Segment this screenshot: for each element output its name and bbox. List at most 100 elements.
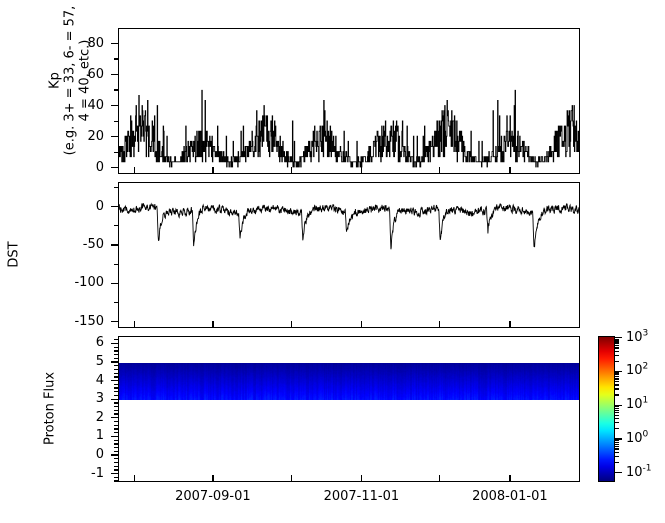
kp-y-tick-major [111, 42, 118, 45]
dst-y-tick-minor [114, 186, 118, 189]
proton-flux-y-tick-minor [114, 461, 118, 464]
colorbar-tick-minor [615, 384, 619, 386]
proton-flux-y-tick-minor [114, 446, 118, 449]
kp-y-tick-label: 0 [95, 159, 104, 175]
proton-flux-spectrogram [119, 363, 579, 401]
dst-y-tick-major [111, 282, 118, 285]
proton-flux-x-tick [133, 475, 136, 482]
proton-flux-y-tick-minor [114, 402, 118, 404]
proton-flux-y-tick-minor [114, 346, 118, 348]
proton-flux-y-tick-minor [114, 469, 118, 471]
proton-flux-y-tick-minor [114, 428, 118, 430]
proton-flux-y-tick-major [111, 379, 118, 382]
proton-flux-y-tick-minor [114, 432, 118, 434]
proton-flux-x-tick [212, 475, 214, 482]
colorbar-gradient [598, 336, 615, 482]
proton-flux-y-tick-minor [114, 450, 118, 452]
proton-flux-x-tick [360, 475, 363, 482]
dst-data-line [119, 202, 579, 250]
colorbar-tick-minor [615, 414, 619, 416]
dst-x-tick [509, 321, 511, 328]
dst-y-tick-minor [114, 301, 118, 304]
colorbar-tick-minor [615, 340, 619, 342]
colorbar-tick-minor [615, 347, 619, 349]
dst-panel [118, 182, 580, 328]
proton-flux-y-tick-minor [114, 365, 118, 367]
proton-flux-y-tick-minor [114, 406, 118, 408]
colorbar-tick-major [615, 472, 622, 474]
kp-axis-title-line: 4 = 40, etc.) [77, 39, 93, 122]
colorbar-tick-minor [615, 394, 619, 396]
dst-y-tick-minor [114, 263, 118, 265]
kp-y-tick-label: 40 [87, 97, 104, 113]
proton-flux-y-tick-label: 6 [95, 335, 104, 351]
dst-y-tick-major [111, 244, 118, 246]
proton-flux-y-tick-minor [114, 383, 118, 385]
dst-x-tick [212, 321, 214, 328]
x-axis-tick-label: 2007-09-01 [175, 489, 251, 504]
proton-flux-y-tick-minor [114, 350, 118, 352]
proton-flux-y-tick-major [111, 342, 118, 345]
kp-y-tick-major [111, 167, 118, 169]
proton-flux-y-tick-minor [114, 387, 118, 389]
spectrogram-canvas [119, 363, 579, 401]
proton-flux-y-tick-label: -1 [91, 465, 104, 481]
colorbar-tick-minor [615, 443, 619, 445]
dst-series [119, 202, 579, 250]
proton-flux-y-tick-label: 2 [95, 409, 104, 425]
colorbar-tick-minor [615, 360, 619, 362]
kp-y-tick-label: 20 [87, 128, 104, 144]
colorbar-tick-major [615, 404, 622, 406]
proton-flux-y-tick-label: 1 [95, 428, 104, 444]
colorbar-tick-major [615, 370, 622, 373]
proton-flux-y-tick-minor [114, 372, 118, 374]
dst-x-tick [360, 321, 363, 328]
colorbar-tick-minor [615, 374, 619, 376]
proton-flux-y-tick-minor [114, 353, 118, 356]
kp-x-tick [212, 167, 214, 174]
proton-flux-y-tick-minor [114, 476, 118, 478]
proton-flux-y-tick-minor [114, 465, 118, 467]
proton-flux-y-tick-minor [114, 409, 118, 412]
colorbar-tick-major [615, 337, 622, 339]
proton-flux-y-tick-major [111, 435, 118, 438]
kp-axis-title: Kp (e.g. 3+ = 33, 6- = 57, 4 = 40, etc.) [48, 1, 93, 161]
colorbar-tick-minor [615, 372, 619, 374]
colorbar-tick-minor [615, 380, 619, 383]
proton-flux-y-tick-label: 4 [95, 372, 104, 388]
proton-flux-y-tick-label: 3 [95, 391, 104, 407]
colorbar-tick-minor [615, 445, 619, 448]
colorbar-tick-minor [615, 455, 619, 458]
colorbar-tick-label: 103 [626, 328, 649, 345]
colorbar-tick-label: 10-1 [626, 463, 652, 480]
colorbar-tick-minor [615, 439, 619, 442]
proton-flux-y-tick-minor [114, 391, 118, 393]
kp-y-tick-minor [114, 151, 118, 153]
dst-x-tick [439, 321, 441, 328]
kp-axis-title-line: Kp [47, 72, 63, 89]
colorbar-tick-minor [615, 409, 619, 412]
proton-flux-y-tick-major [111, 454, 118, 456]
proton-flux-y-tick-major [111, 361, 118, 363]
kp-y-tick-minor [114, 89, 118, 91]
dst-x-tick [133, 321, 136, 328]
colorbar-tick-minor [615, 354, 619, 357]
kp-panel [118, 28, 580, 174]
colorbar-tick-minor [615, 451, 619, 453]
colorbar-tick-minor [615, 428, 619, 430]
proton-flux-y-tick-major [111, 472, 118, 475]
proton-flux-y-tick-label: 5 [95, 354, 104, 370]
kp-x-tick [439, 167, 441, 174]
dst-y-tick-label: -150 [74, 313, 104, 329]
kp-y-tick-major [111, 105, 118, 107]
colorbar-tick-minor [615, 350, 619, 352]
proton-flux-y-tick-minor [114, 420, 118, 423]
kp-x-tick [509, 167, 511, 174]
proton-flux-y-tick-minor [114, 439, 118, 441]
x-axis-tick-label: 2008-01-01 [472, 489, 548, 504]
colorbar-tick-label: 102 [626, 362, 649, 379]
proton-flux-y-tick-major [111, 417, 118, 419]
kp-x-tick [360, 167, 363, 174]
colorbar-tick-minor [615, 448, 619, 450]
